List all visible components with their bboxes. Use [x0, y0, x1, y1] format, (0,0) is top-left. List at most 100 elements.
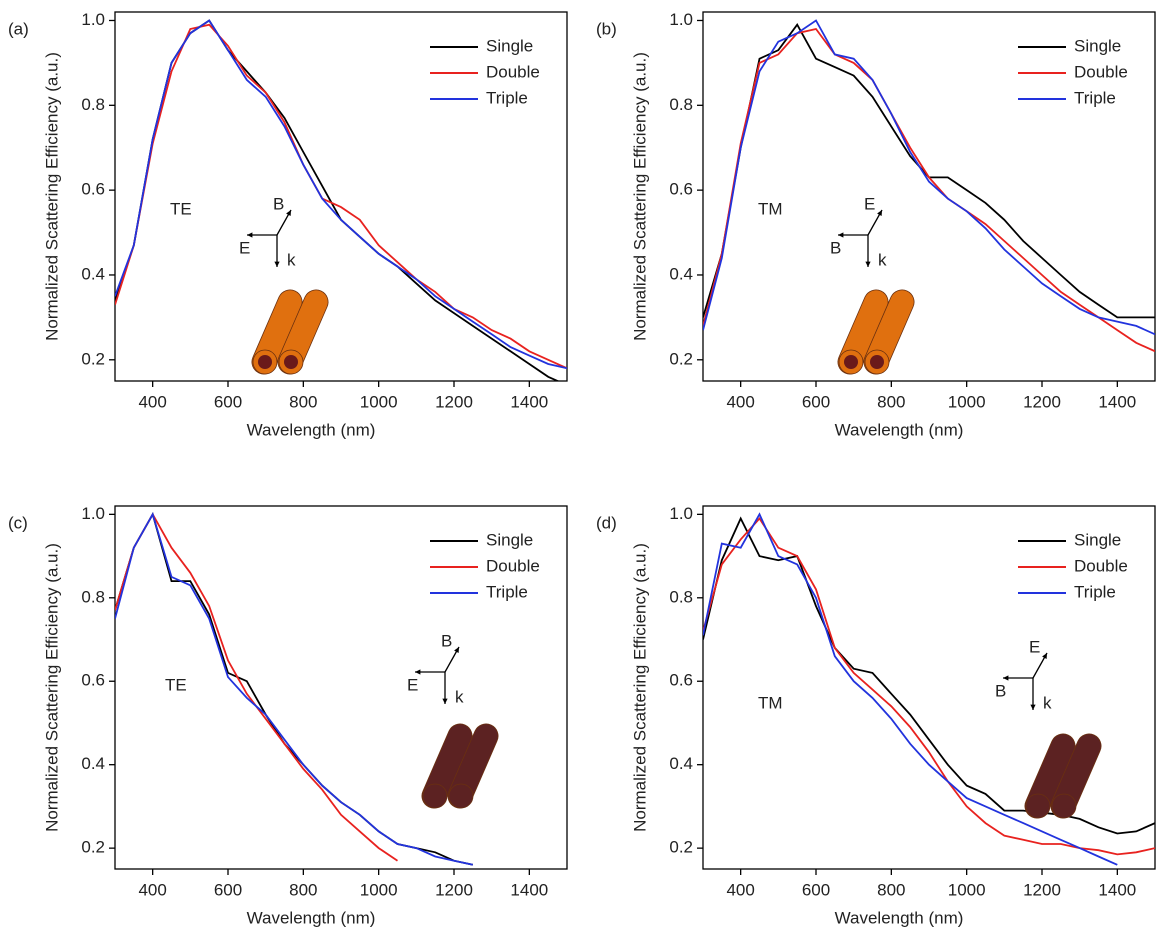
x-tick-label: 400	[138, 392, 166, 411]
y-tick-label: 0.2	[81, 838, 105, 857]
x-tick-label: 600	[802, 880, 830, 899]
annotation: TE	[170, 199, 192, 218]
cylinder-core	[870, 355, 884, 369]
legend-label: Triple	[486, 582, 528, 601]
plot-frame	[702, 11, 1156, 382]
y-tick-label: 0.2	[81, 349, 105, 368]
panel: 400 600 800 1000 1200 1400 0.2 0.4 0.6 0.8 1.0 (a) W…	[8, 10, 568, 439]
x-tick-label: 1400	[510, 392, 548, 411]
x-tick-label: 1200	[1023, 392, 1061, 411]
legend-label: Double	[1074, 556, 1128, 575]
x-tick-label: 600	[802, 392, 830, 411]
x-tick-label: 800	[877, 880, 905, 899]
y-tick-label: 0.8	[669, 95, 693, 114]
cylinder-core	[258, 355, 272, 369]
cylinder-end	[422, 783, 448, 809]
y-tick-label: 0.6	[669, 180, 693, 199]
x-tick-label: 400	[138, 880, 166, 899]
cylinder-core	[844, 355, 858, 369]
x-tick-label: 1200	[435, 880, 473, 899]
x-tick-label: 800	[289, 392, 317, 411]
annotation: TM	[758, 693, 783, 712]
y-tick-label: 0.8	[669, 587, 693, 606]
y-tick-label: 0.4	[669, 754, 693, 773]
series-line	[703, 19, 1155, 336]
plot-frame	[702, 505, 1156, 870]
arrow-head	[442, 698, 448, 704]
inset-label: E	[407, 675, 418, 694]
y-tick-label: 0.4	[669, 264, 693, 283]
y-axis-label: Normalized Scattering Efficiency (a.u.)	[42, 543, 61, 832]
x-axis-label: Wavelength (nm)	[835, 908, 964, 927]
x-tick-label: 800	[289, 880, 317, 899]
annotation: TE	[165, 675, 187, 694]
y-tick-label: 1.0	[669, 10, 693, 29]
y-tick-label: 0.6	[669, 671, 693, 690]
arrow-head	[1030, 704, 1036, 710]
legend-label: Single	[486, 36, 533, 55]
y-tick-label: 1.0	[669, 504, 693, 523]
cylinder-core	[284, 355, 298, 369]
arrow-head	[415, 669, 421, 675]
legend-label: Single	[1074, 36, 1121, 55]
panel-label: (c)	[8, 513, 28, 532]
inset-label: k	[287, 250, 296, 269]
x-tick-label: 1400	[1098, 392, 1136, 411]
x-tick-label: 1200	[435, 392, 473, 411]
panel-label: (a)	[8, 19, 29, 38]
legend-label: Triple	[1074, 88, 1116, 107]
x-tick-label: 1000	[360, 880, 398, 899]
arrow-head	[274, 261, 280, 267]
series-line	[703, 516, 1155, 835]
y-tick-label: 0.6	[81, 180, 105, 199]
y-axis-label: Normalized Scattering Efficiency (a.u.)	[42, 52, 61, 341]
y-tick-label: 0.8	[81, 587, 105, 606]
x-tick-label: 400	[726, 880, 754, 899]
x-tick-label: 400	[726, 392, 754, 411]
series-line	[115, 23, 567, 370]
panel-label: (d)	[596, 513, 617, 532]
x-axis-label: Wavelength (nm)	[247, 908, 376, 927]
inset-label: k	[455, 687, 464, 706]
series-line	[703, 512, 1118, 866]
cylinder-end	[1025, 793, 1051, 819]
x-axis-label: Wavelength (nm)	[247, 420, 376, 439]
y-tick-label: 1.0	[81, 10, 105, 29]
x-tick-label: 800	[877, 392, 905, 411]
inset-label: E	[1029, 637, 1040, 656]
panel: 400 600 800 1000 1200 1400 0.2 0.4 0.6 0.8 1.0 (b) W…	[596, 10, 1156, 439]
arrow-head	[286, 210, 291, 216]
x-tick-label: 1000	[948, 880, 986, 899]
x-tick-label: 1400	[1098, 880, 1136, 899]
series-line	[703, 27, 1155, 353]
x-tick-label: 600	[214, 880, 242, 899]
legend-label: Single	[486, 530, 533, 549]
arrow-head	[838, 232, 844, 238]
legend-label: Double	[1074, 62, 1128, 81]
inset-label: B	[273, 194, 284, 213]
inset-label: k	[1043, 693, 1052, 712]
x-tick-label: 1000	[948, 392, 986, 411]
arrow-head	[247, 232, 253, 238]
y-tick-label: 1.0	[81, 504, 105, 523]
arrow-head	[1042, 653, 1047, 659]
y-axis-label: Normalized Scattering Efficiency (a.u.)	[630, 543, 649, 832]
arrow-head	[454, 647, 459, 653]
y-tick-label: 0.8	[81, 95, 105, 114]
panel: 400 600 800 1000 1200 1400 0.2 0.4 0.6 0.8 1.0 (c) W…	[8, 504, 568, 927]
plot-frame	[114, 11, 568, 382]
y-tick-label: 0.2	[669, 349, 693, 368]
cylinder-end	[448, 783, 474, 809]
y-tick-label: 0.4	[81, 754, 105, 773]
inset-label: E	[864, 194, 875, 213]
series-line	[115, 19, 567, 370]
plot-frame	[114, 505, 568, 870]
legend-label: Triple	[486, 88, 528, 107]
arrow-head	[877, 210, 882, 216]
inset-label: B	[995, 681, 1006, 700]
arrow-head	[1003, 675, 1009, 681]
x-tick-label: 1200	[1023, 880, 1061, 899]
panel: 400 600 800 1000 1200 1400 0.2 0.4 0.6 0.8 1.0 (d) W…	[596, 504, 1156, 927]
annotation: TM	[758, 199, 783, 218]
